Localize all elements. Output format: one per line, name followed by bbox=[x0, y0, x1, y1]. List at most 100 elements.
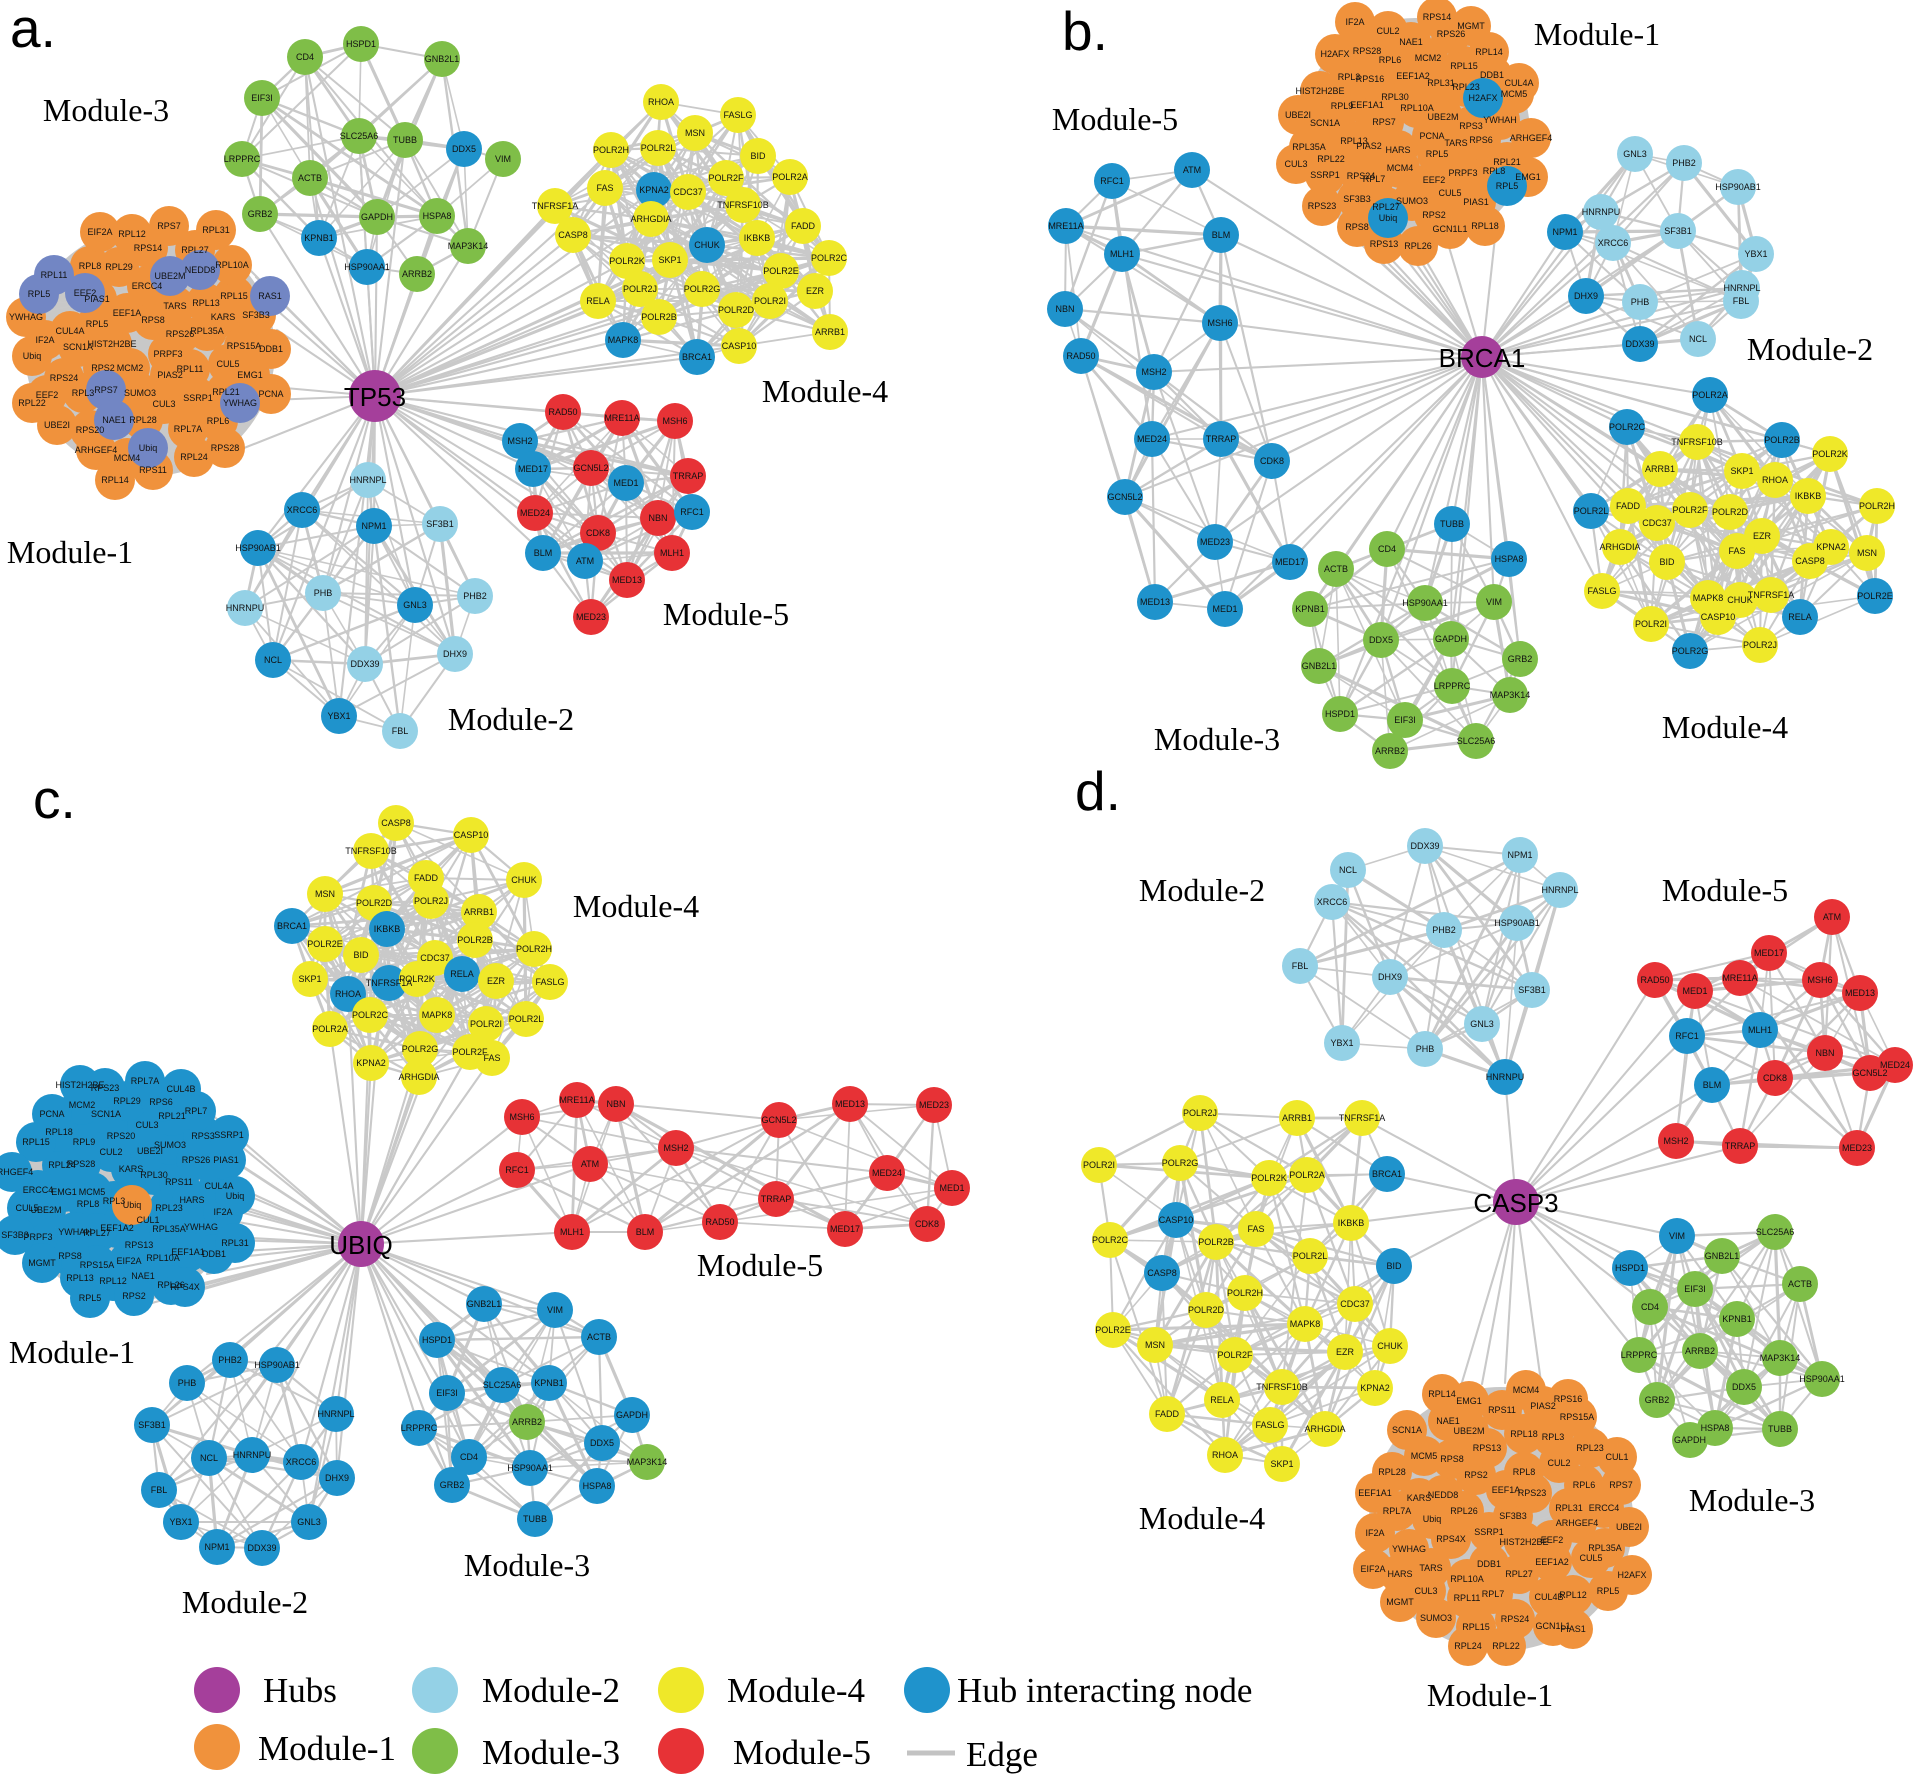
svg-text:HNRNPU: HNRNPU bbox=[1486, 1072, 1525, 1082]
svg-text:CASP8: CASP8 bbox=[381, 818, 411, 828]
svg-text:TP53: TP53 bbox=[344, 382, 406, 412]
svg-text:NPM1: NPM1 bbox=[204, 1542, 229, 1552]
svg-text:PHB: PHB bbox=[314, 588, 333, 598]
svg-text:EEF1A2: EEF1A2 bbox=[1396, 71, 1430, 81]
svg-text:HSPD1: HSPD1 bbox=[1615, 1263, 1645, 1273]
svg-text:GNL3: GNL3 bbox=[403, 600, 427, 610]
svg-text:MSH2: MSH2 bbox=[1663, 1136, 1688, 1146]
svg-text:POLR2D: POLR2D bbox=[1188, 1305, 1225, 1315]
svg-text:RPS8: RPS8 bbox=[1345, 222, 1369, 232]
svg-text:RPL10A: RPL10A bbox=[215, 260, 249, 270]
svg-text:VIM: VIM bbox=[1669, 1231, 1685, 1241]
svg-text:FAS: FAS bbox=[596, 183, 613, 193]
svg-text:DDX5: DDX5 bbox=[590, 1438, 614, 1448]
svg-text:SSRP1: SSRP1 bbox=[1474, 1527, 1504, 1537]
svg-text:YBX1: YBX1 bbox=[327, 711, 350, 721]
svg-text:SSRP1: SSRP1 bbox=[183, 393, 213, 403]
svg-text:PRPF3: PRPF3 bbox=[153, 349, 182, 359]
svg-text:EEF2: EEF2 bbox=[74, 288, 97, 298]
svg-text:HNRNPL: HNRNPL bbox=[317, 1409, 354, 1419]
svg-text:SSRP1: SSRP1 bbox=[214, 1130, 244, 1140]
svg-text:TARS: TARS bbox=[163, 301, 186, 311]
svg-text:TARS: TARS bbox=[1419, 1563, 1442, 1573]
svg-text:NPM1: NPM1 bbox=[1552, 227, 1577, 237]
svg-text:BID: BID bbox=[1659, 557, 1675, 567]
svg-text:ATM: ATM bbox=[1183, 165, 1201, 175]
svg-text:EMG1: EMG1 bbox=[1515, 172, 1541, 182]
svg-text:POLR2B: POLR2B bbox=[641, 312, 677, 322]
svg-text:RPS24: RPS24 bbox=[50, 373, 79, 383]
svg-text:CDK8: CDK8 bbox=[1260, 456, 1284, 466]
svg-text:GNL3: GNL3 bbox=[1470, 1019, 1494, 1029]
svg-text:POLR2J: POLR2J bbox=[1743, 640, 1777, 650]
svg-text:ATM: ATM bbox=[576, 556, 594, 566]
svg-text:PHB2: PHB2 bbox=[218, 1355, 242, 1365]
svg-text:HIST2H2BE: HIST2H2BE bbox=[1295, 86, 1344, 96]
svg-text:MAP3K14: MAP3K14 bbox=[448, 241, 489, 251]
svg-text:FBL: FBL bbox=[392, 726, 409, 736]
svg-text:RHOA: RHOA bbox=[1212, 1450, 1238, 1460]
svg-text:RPL3: RPL3 bbox=[1338, 72, 1361, 82]
svg-text:MED23: MED23 bbox=[576, 612, 606, 622]
svg-text:ACTB: ACTB bbox=[1324, 564, 1348, 574]
svg-text:RPS26: RPS26 bbox=[166, 329, 195, 339]
svg-text:RPL3: RPL3 bbox=[103, 1196, 126, 1206]
svg-text:POLR2B: POLR2B bbox=[1764, 435, 1800, 445]
svg-text:MED1: MED1 bbox=[1212, 604, 1237, 614]
svg-text:RPL6: RPL6 bbox=[1379, 55, 1402, 65]
svg-text:MED1: MED1 bbox=[939, 1183, 964, 1193]
svg-text:EIF3I: EIF3I bbox=[251, 93, 273, 103]
svg-text:HNRNPU: HNRNPU bbox=[1582, 207, 1621, 217]
svg-text:IKBKB: IKBKB bbox=[1795, 491, 1822, 501]
svg-text:POLR2C: POLR2C bbox=[1092, 1235, 1129, 1245]
svg-text:ARRB1: ARRB1 bbox=[1645, 464, 1675, 474]
svg-text:RPS20: RPS20 bbox=[107, 1131, 136, 1141]
svg-text:MED13: MED13 bbox=[1845, 988, 1875, 998]
svg-text:SKP1: SKP1 bbox=[1270, 1459, 1293, 1469]
svg-text:MLH1: MLH1 bbox=[1748, 1025, 1772, 1035]
svg-text:LRPPRC: LRPPRC bbox=[1434, 681, 1471, 691]
svg-text:RPL21: RPL21 bbox=[1493, 157, 1521, 167]
svg-text:RPL15: RPL15 bbox=[1462, 1622, 1490, 1632]
svg-text:RHOA: RHOA bbox=[335, 989, 361, 999]
svg-text:NAE1: NAE1 bbox=[1399, 37, 1423, 47]
svg-text:RPL5: RPL5 bbox=[28, 289, 51, 299]
svg-text:FAS: FAS bbox=[1247, 1224, 1264, 1234]
svg-text:Module-4: Module-4 bbox=[1139, 1500, 1265, 1536]
svg-text:FASLG: FASLG bbox=[1587, 586, 1616, 596]
svg-text:MCM4: MCM4 bbox=[1387, 163, 1414, 173]
svg-text:CHUK: CHUK bbox=[694, 240, 720, 250]
svg-text:TRRAP: TRRAP bbox=[761, 1194, 792, 1204]
svg-text:POLR2H: POLR2H bbox=[593, 145, 629, 155]
svg-text:RPS13: RPS13 bbox=[125, 1240, 154, 1250]
svg-text:Module-1: Module-1 bbox=[258, 1729, 396, 1768]
svg-text:RPS14: RPS14 bbox=[134, 243, 163, 253]
svg-text:YWHAG: YWHAG bbox=[1392, 1544, 1426, 1554]
svg-text:RPS4X: RPS4X bbox=[1436, 1534, 1466, 1544]
svg-text:BLM: BLM bbox=[636, 1227, 655, 1237]
svg-text:CD4: CD4 bbox=[460, 1452, 478, 1462]
svg-text:SKP1: SKP1 bbox=[298, 974, 321, 984]
svg-text:MCM5: MCM5 bbox=[1411, 1451, 1438, 1461]
svg-text:IKBKB: IKBKB bbox=[1338, 1218, 1365, 1228]
svg-text:b.: b. bbox=[1062, 0, 1108, 62]
svg-text:CD4: CD4 bbox=[296, 52, 314, 62]
svg-text:POLR2G: POLR2G bbox=[684, 284, 721, 294]
svg-text:NBN: NBN bbox=[1055, 304, 1074, 314]
svg-text:RPS8: RPS8 bbox=[58, 1251, 82, 1261]
svg-text:RPL27: RPL27 bbox=[1505, 1569, 1533, 1579]
svg-text:TARS: TARS bbox=[1444, 138, 1467, 148]
svg-text:POLR2C: POLR2C bbox=[811, 253, 848, 263]
svg-text:EIF2A: EIF2A bbox=[1360, 1564, 1385, 1574]
svg-text:DHX9: DHX9 bbox=[325, 1473, 349, 1483]
svg-text:RPL12: RPL12 bbox=[99, 1276, 127, 1286]
svg-text:MED24: MED24 bbox=[1137, 434, 1167, 444]
svg-text:RPL10A: RPL10A bbox=[1400, 103, 1434, 113]
svg-text:POLR2A: POLR2A bbox=[1692, 390, 1728, 400]
svg-text:POLR2D: POLR2D bbox=[1712, 507, 1749, 517]
svg-text:RELA: RELA bbox=[450, 969, 474, 979]
svg-text:ERCC4: ERCC4 bbox=[1589, 1503, 1620, 1513]
svg-text:MSH6: MSH6 bbox=[1807, 975, 1832, 985]
svg-text:CUL5: CUL5 bbox=[1579, 1553, 1602, 1563]
svg-text:BLM: BLM bbox=[534, 548, 553, 558]
